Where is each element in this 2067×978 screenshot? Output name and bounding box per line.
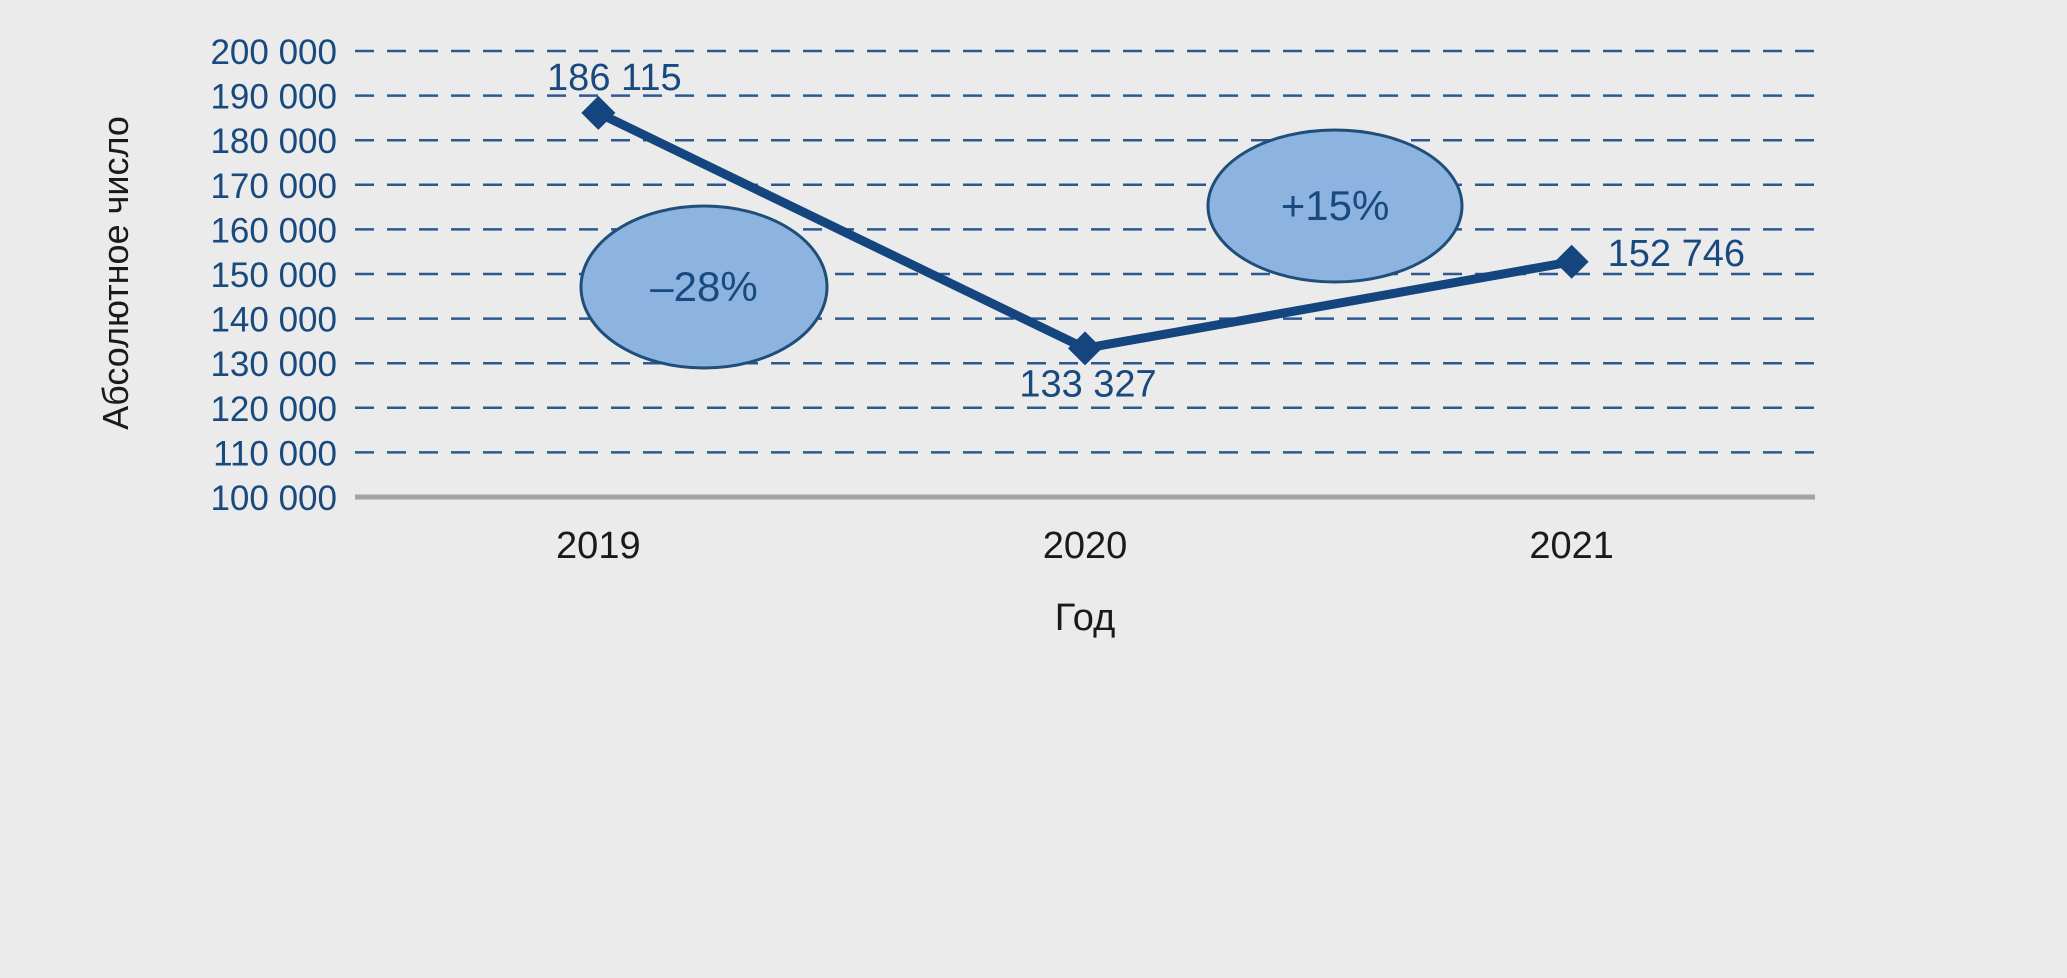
y-tick-label: 110 000 <box>213 434 337 473</box>
data-point-value-label: 152 746 <box>1608 233 1745 275</box>
annotation-ellipse <box>579 204 829 370</box>
y-tick-label: 160 000 <box>210 211 337 250</box>
annotation-label: –28% <box>650 263 757 310</box>
y-tick-label: 180 000 <box>210 122 337 161</box>
y-tick-label: 100 000 <box>210 479 337 518</box>
x-tick-label: 2020 <box>1043 525 1128 567</box>
data-series <box>581 95 1589 366</box>
y-tick-label: 190 000 <box>210 78 337 117</box>
y-tick-label: 120 000 <box>210 390 337 429</box>
annotation-ellipses: –28% +15% <box>579 128 1464 370</box>
x-tick-label: 2019 <box>556 525 641 567</box>
annotation-ellipse <box>1206 128 1464 284</box>
x-tick-labels: 2019 2020 2021 <box>556 525 1614 567</box>
y-axis-title: Абсолютное число <box>95 116 136 430</box>
data-point-labels: 186 115 133 327 152 746 <box>547 57 1745 405</box>
x-tick-label: 2021 <box>1529 525 1614 567</box>
data-point-value-label: 133 327 <box>1019 363 1156 405</box>
data-point-value-label: 186 115 <box>547 57 682 99</box>
data-point-marker <box>1554 244 1589 279</box>
data-point-marker <box>581 95 616 130</box>
y-tick-label: 170 000 <box>210 167 337 206</box>
y-tick-labels: 100 000 110 000 120 000 130 000 140 000 150 0… <box>210 33 337 518</box>
data-point-marker <box>1068 331 1102 366</box>
y-tick-label: 130 000 <box>210 345 337 384</box>
y-tick-label: 200 000 <box>210 33 337 72</box>
annotation-label: +15% <box>1281 182 1390 229</box>
x-axis-title: Год <box>1055 597 1116 639</box>
y-tick-label: 150 000 <box>210 256 337 295</box>
y-tick-label: 140 000 <box>210 301 337 340</box>
